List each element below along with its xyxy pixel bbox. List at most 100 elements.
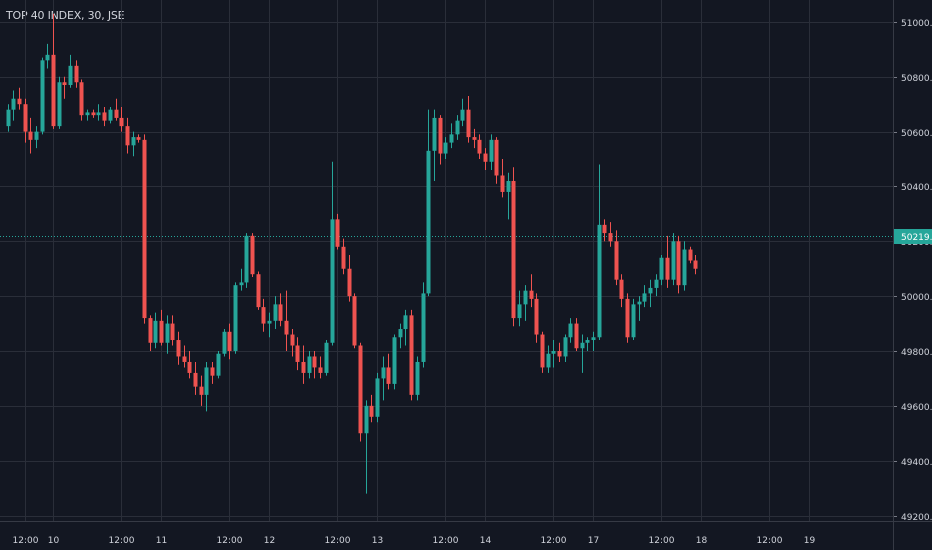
candle-body bbox=[68, 65, 73, 86]
candle-body bbox=[312, 356, 317, 368]
x-tick-label: 17 bbox=[588, 536, 599, 546]
y-tick-label: 49400.00 bbox=[901, 458, 932, 468]
candle-body bbox=[199, 386, 204, 395]
candle-body bbox=[341, 246, 346, 269]
candle-body bbox=[693, 260, 698, 269]
candle-body bbox=[608, 233, 613, 242]
candle-body bbox=[523, 290, 528, 305]
x-tick-label: 12:00 bbox=[433, 536, 459, 546]
x-tick-label: 19 bbox=[804, 536, 816, 546]
candle-body bbox=[398, 329, 403, 338]
x-tick-label: 10 bbox=[48, 536, 60, 546]
x-tick-label: 12:00 bbox=[757, 536, 783, 546]
candle-body bbox=[244, 235, 249, 283]
candle-body bbox=[182, 356, 187, 362]
candle-body bbox=[642, 293, 647, 302]
candle-body bbox=[460, 109, 465, 121]
y-tick-label: 49600.00 bbox=[901, 403, 932, 413]
candle-body bbox=[216, 353, 221, 376]
candle-body bbox=[574, 323, 579, 349]
candle-body bbox=[193, 372, 198, 387]
x-tick-label: 13 bbox=[372, 536, 383, 546]
candle-body bbox=[614, 241, 619, 280]
candle-body bbox=[500, 175, 505, 192]
candle-body bbox=[91, 112, 96, 116]
candle-body bbox=[591, 337, 596, 341]
y-tick-label: 50400.00 bbox=[901, 183, 932, 193]
candle-body bbox=[602, 224, 607, 234]
candle-body bbox=[659, 257, 664, 280]
candle-body bbox=[597, 224, 602, 338]
candle-body bbox=[421, 293, 426, 362]
candle-body bbox=[256, 274, 261, 308]
candle-body bbox=[335, 219, 340, 247]
candle-body bbox=[57, 82, 62, 127]
y-tick-label: 49200.00 bbox=[901, 513, 932, 523]
candle-body bbox=[546, 353, 551, 368]
candle-body bbox=[261, 307, 266, 324]
candle-body bbox=[125, 126, 130, 146]
candle-body bbox=[6, 109, 11, 127]
candle-body bbox=[551, 350, 556, 354]
candle-body bbox=[102, 112, 107, 121]
candle-body bbox=[204, 367, 209, 395]
candle-body bbox=[585, 340, 590, 343]
x-tick-label: 12:00 bbox=[325, 536, 351, 546]
candle-body bbox=[654, 279, 659, 288]
candle-body bbox=[278, 304, 283, 321]
candle-body bbox=[273, 304, 278, 321]
candle-body bbox=[170, 323, 175, 341]
candle-body bbox=[210, 367, 215, 376]
candle-body bbox=[17, 98, 22, 105]
y-tick-label: 50600.00 bbox=[901, 129, 932, 139]
candle-body bbox=[233, 285, 238, 351]
candle-body bbox=[449, 134, 454, 143]
candle-body bbox=[415, 361, 420, 395]
candle-body bbox=[563, 337, 568, 357]
candle-body bbox=[295, 345, 300, 362]
candle-body bbox=[148, 318, 153, 343]
x-tick-label: 18 bbox=[696, 536, 708, 546]
candle-body bbox=[34, 131, 39, 140]
x-tick-label: 12:00 bbox=[109, 536, 135, 546]
candle-body bbox=[290, 334, 295, 346]
candle-body bbox=[688, 249, 693, 261]
candle-body bbox=[540, 334, 545, 368]
candle-body bbox=[392, 337, 397, 384]
candle-body bbox=[187, 361, 192, 373]
candle-body bbox=[432, 117, 437, 151]
candle-body bbox=[489, 139, 494, 162]
y-tick-label: 50000.00 bbox=[901, 293, 932, 303]
x-tick-label: 12:00 bbox=[541, 536, 567, 546]
candle-body bbox=[443, 142, 448, 154]
candle-body bbox=[284, 320, 289, 335]
chart-title: TOP 40 INDEX, 30, JSE bbox=[6, 9, 125, 22]
candle-body bbox=[62, 82, 67, 86]
candle-body bbox=[119, 117, 124, 127]
candle-body bbox=[671, 241, 676, 280]
candle-body bbox=[85, 112, 90, 116]
candle-body bbox=[386, 367, 391, 384]
x-tick-label: 12:00 bbox=[649, 536, 675, 546]
candle-body bbox=[330, 219, 335, 343]
candle-body bbox=[40, 60, 45, 132]
candle-body bbox=[28, 131, 33, 140]
candle-body bbox=[318, 367, 323, 373]
candle-body bbox=[301, 361, 306, 373]
candle-body bbox=[369, 405, 374, 417]
candle-body bbox=[51, 54, 56, 127]
candle-body bbox=[131, 137, 136, 146]
candle-body bbox=[438, 117, 443, 154]
candle-body bbox=[625, 298, 630, 338]
candle-body bbox=[381, 367, 386, 379]
candle-body bbox=[409, 315, 414, 395]
last-price-badge bbox=[894, 229, 932, 244]
candle-body bbox=[665, 257, 670, 280]
candle-body bbox=[227, 331, 232, 351]
candle-body bbox=[176, 340, 181, 357]
candle-body bbox=[45, 54, 50, 61]
candle-body bbox=[347, 268, 352, 297]
candle-body bbox=[580, 342, 585, 349]
candle-body bbox=[324, 342, 329, 373]
